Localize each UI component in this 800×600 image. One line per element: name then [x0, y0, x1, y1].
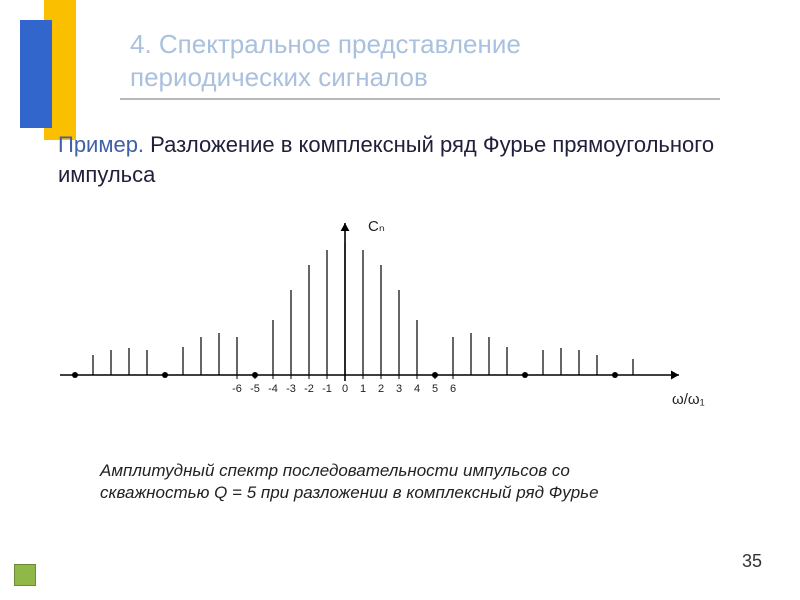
title-underline [120, 98, 720, 100]
x-tick-label: 1 [360, 383, 366, 395]
x-tick-label: 0 [342, 383, 348, 395]
x-tick-label: -3 [286, 383, 296, 395]
y-axis-label: Cₙ [368, 217, 385, 235]
example-lead: Пример. [58, 132, 144, 157]
slide-title: 4. Спектральное представление периодичес… [130, 28, 690, 93]
x-tick-label: 5 [432, 383, 438, 395]
example-text: Пример. Разложение в комплексный ряд Фур… [58, 130, 718, 189]
title-line-1: 4. Спектральное представление [130, 29, 521, 59]
x-axis-label: ω/ω₁ [672, 391, 705, 408]
x-tick-label: -4 [268, 383, 278, 395]
decor-blue [20, 20, 52, 128]
x-tick-label: 3 [396, 383, 402, 395]
page-number: 35 [742, 551, 762, 572]
x-tick-label: 6 [450, 383, 456, 395]
x-tick-label: -6 [232, 383, 242, 395]
x-tick-label: -2 [304, 383, 314, 395]
x-tick-label: 4 [414, 383, 420, 395]
spectrum-chart: Cₙ ω/ω₁ -6 -5 -4 -3 -2 -1 0123456 [60, 215, 740, 445]
example-rest: Разложение в комплексный ряд Фурье прямо… [58, 132, 714, 187]
chart-caption: Амплитудный спектр последовательности им… [100, 460, 680, 504]
x-tick-label: -5 [250, 383, 260, 395]
title-line-2: периодических сигналов [130, 62, 428, 92]
x-tick-label: 2 [378, 383, 384, 395]
decor-green-square [14, 564, 36, 586]
x-tick-label: -1 [322, 383, 332, 395]
